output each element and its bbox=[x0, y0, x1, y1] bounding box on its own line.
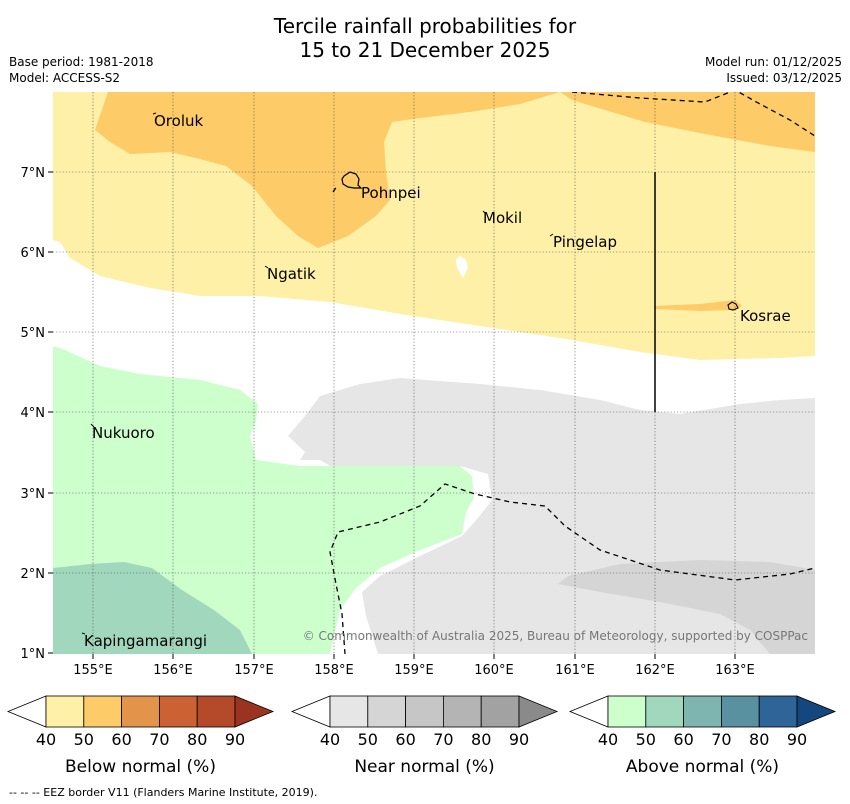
title-line-1: Tercile rainfall probabilities for bbox=[273, 14, 577, 38]
legend-min-triangle bbox=[290, 695, 331, 728]
legend-color-segment bbox=[683, 695, 722, 728]
legend-color-segment bbox=[196, 695, 236, 728]
legend-tick-label: 40 bbox=[598, 730, 618, 749]
legend-min-triangle bbox=[568, 695, 609, 728]
legend-tick-label: 70 bbox=[149, 730, 169, 749]
legend-tick-label: 90 bbox=[509, 730, 529, 749]
lon-label: 163°E bbox=[715, 663, 755, 678]
map-area: Oroluk Pohnpei Mokil Pingelap Ngatik Kos… bbox=[53, 92, 815, 654]
lon-label: 161°E bbox=[555, 663, 595, 678]
legend-color-segment bbox=[367, 695, 406, 728]
place-labels: Oroluk Pohnpei Mokil Pingelap Ngatik Kos… bbox=[84, 112, 791, 650]
title-line-2: 15 to 21 December 2025 bbox=[299, 38, 551, 62]
below-normal-kosrae-band bbox=[655, 300, 742, 311]
legend-tick-label: 60 bbox=[111, 730, 131, 749]
legend-tick-label: 70 bbox=[711, 730, 731, 749]
legend-near-normal: 40 50 60 70 80 90 Near normal (%) bbox=[290, 695, 559, 777]
label-nukuoro: Nukuoro bbox=[92, 424, 155, 442]
lon-label: 155°E bbox=[73, 663, 113, 678]
lon-label: 156°E bbox=[153, 663, 193, 678]
lat-label: 7°N bbox=[21, 166, 46, 181]
lat-label: 2°N bbox=[21, 567, 46, 582]
legend-title: Below normal (%) bbox=[65, 757, 216, 777]
legend-tick-label: 50 bbox=[636, 730, 656, 749]
base-period: Base period: 1981-2018 bbox=[9, 55, 154, 69]
near-normal-50-60-region bbox=[558, 560, 815, 654]
atoll-markers bbox=[81, 112, 554, 635]
lat-label: 5°N bbox=[21, 326, 46, 341]
kosrae-island bbox=[727, 301, 739, 311]
legend-max-triangle bbox=[234, 695, 275, 728]
lat-label: 6°N bbox=[21, 246, 46, 261]
legend-tick-label: 80 bbox=[471, 730, 491, 749]
legend-color-segment bbox=[442, 695, 482, 728]
legend-tick-label: 90 bbox=[225, 730, 245, 749]
legend-color-segment bbox=[158, 695, 198, 728]
label-ngatik: Ngatik bbox=[267, 265, 316, 283]
copyright-notice: © Commonwealth of Australia 2025, Bureau… bbox=[303, 629, 808, 643]
above-normal-50-60-region bbox=[53, 562, 252, 654]
chart-title: Tercile rainfall probabilities for 15 to… bbox=[0, 14, 850, 62]
legend-color-segment bbox=[405, 695, 444, 728]
legend-max-triangle bbox=[796, 695, 837, 728]
lat-label: 4°N bbox=[21, 406, 46, 421]
meta-right: Model run: 01/12/2025 Issued: 03/12/2025 bbox=[705, 54, 842, 86]
legend-color-segment bbox=[45, 695, 85, 728]
white-gap-spot bbox=[456, 256, 468, 278]
issued-date: Issued: 03/12/2025 bbox=[726, 71, 842, 85]
legend-min-triangle bbox=[6, 695, 47, 728]
legend-tick-label: 60 bbox=[673, 730, 693, 749]
label-kapingamarangi: Kapingamarangi bbox=[84, 632, 207, 650]
legend-color-segment bbox=[645, 695, 684, 728]
lat-label: 3°N bbox=[21, 487, 46, 502]
legend-below-normal: 40 50 60 70 80 90 Below normal (%) bbox=[6, 695, 275, 777]
model-name: Model: ACCESS-S2 bbox=[9, 71, 121, 85]
lon-label: 157°E bbox=[234, 663, 274, 678]
legend-color-segment bbox=[721, 695, 760, 728]
below-normal-50-60-region bbox=[95, 92, 560, 248]
legend-tick-label: 80 bbox=[749, 730, 769, 749]
legend-color-segment bbox=[329, 695, 369, 728]
legend-title: Near normal (%) bbox=[354, 757, 494, 777]
lon-label: 162°E bbox=[635, 663, 675, 678]
eez-note: -- -- -- EEZ border V11 (Flanders Marine… bbox=[9, 786, 318, 799]
lon-label: 158°E bbox=[314, 663, 354, 678]
legend-title: Above normal (%) bbox=[626, 757, 779, 777]
below-normal-50-60-ne-region bbox=[560, 92, 815, 152]
longitude-labels: 155°E 156°E 157°E 158°E 159°E 160°E 161°… bbox=[73, 663, 755, 678]
model-run: Model run: 01/12/2025 bbox=[704, 55, 842, 69]
label-mokil: Mokil bbox=[483, 209, 522, 227]
legend-tick-label: 80 bbox=[187, 730, 207, 749]
legend-color-segment bbox=[83, 695, 123, 728]
label-pingelap: Pingelap bbox=[553, 233, 617, 251]
legend-max-triangle bbox=[518, 695, 559, 728]
latitude-labels: 7°N 6°N 5°N 4°N 3°N 2°N 1°N bbox=[21, 166, 46, 662]
axis-ticks bbox=[48, 171, 736, 659]
legend-tick-label: 40 bbox=[320, 730, 340, 749]
legend-color-segment bbox=[607, 695, 647, 728]
legend-color-segment bbox=[480, 695, 520, 728]
legend-tick-label: 60 bbox=[395, 730, 415, 749]
lat-label: 1°N bbox=[21, 647, 46, 662]
label-pohnpei: Pohnpei bbox=[361, 184, 421, 202]
pohnpei-island bbox=[341, 171, 363, 189]
legend-above-normal: 40 50 60 70 80 90 Above normal (%) bbox=[568, 695, 837, 777]
legend-tick-label: 90 bbox=[787, 730, 807, 749]
meta-left: Base period: 1981-2018 Model: ACCESS-S2 bbox=[9, 54, 154, 86]
legend-tick-label: 50 bbox=[358, 730, 378, 749]
label-oroluk: Oroluk bbox=[154, 112, 203, 130]
lon-label: 159°E bbox=[394, 663, 434, 678]
legend-color-segment bbox=[758, 695, 798, 728]
legend-tick-label: 40 bbox=[36, 730, 56, 749]
legend-tick-label: 50 bbox=[74, 730, 94, 749]
eez-borders bbox=[329, 92, 815, 654]
lon-label: 160°E bbox=[474, 663, 514, 678]
legend-tick-label: 70 bbox=[433, 730, 453, 749]
legend-color-segment bbox=[121, 695, 160, 728]
label-kosrae: Kosrae bbox=[740, 307, 791, 325]
